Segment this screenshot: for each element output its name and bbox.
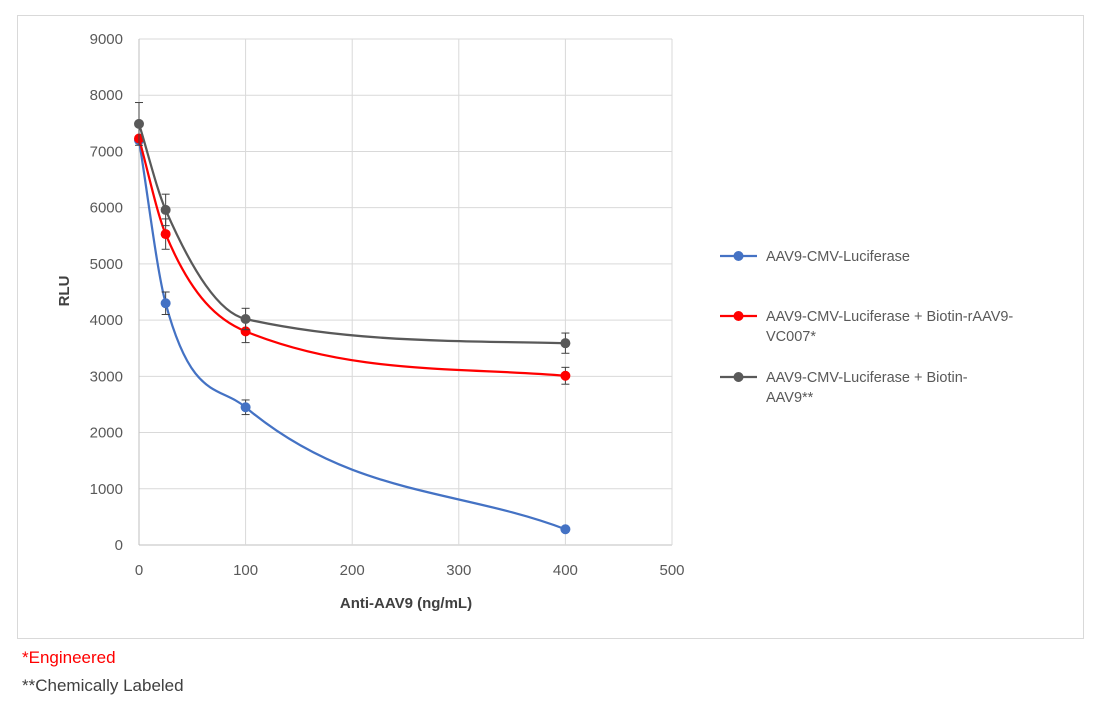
footnote-chemically-labeled: **Chemically Labeled xyxy=(22,676,184,695)
data-point xyxy=(160,204,171,215)
x-tick-label: 500 xyxy=(659,562,684,579)
legend-marker xyxy=(733,251,744,261)
legend-item-3: AAV9-CMV-Luciferase + Biotin- AAV9** xyxy=(720,370,968,406)
data-point xyxy=(560,524,571,535)
y-tick-label: 3000 xyxy=(90,368,123,385)
data-point xyxy=(240,402,251,413)
legend-label: AAV9-CMV-Luciferase + Biotin- xyxy=(766,370,968,386)
y-axis-title: RLU xyxy=(56,276,73,307)
tick-labels: 0 1000 2000 3000 4000 5000 6000 7000 8000 9000 0 10… xyxy=(90,31,685,579)
series-3 xyxy=(134,102,571,354)
x-tick-label: 200 xyxy=(340,562,365,579)
y-tick-label: 2000 xyxy=(90,425,123,442)
x-tick-label: 300 xyxy=(446,562,471,579)
data-point xyxy=(560,370,571,381)
y-tick-label: 4000 xyxy=(90,312,123,329)
y-tick-label: 6000 xyxy=(90,200,123,217)
legend-marker xyxy=(733,372,744,382)
footnote-engineered: *Engineered xyxy=(22,648,116,667)
gridlines xyxy=(138,38,673,546)
y-tick-label: 7000 xyxy=(90,143,123,160)
data-point xyxy=(160,298,171,309)
x-tick-label: 400 xyxy=(553,562,578,579)
y-tick-label: 0 xyxy=(115,537,123,554)
data-point xyxy=(160,229,171,240)
legend-label: VC007* xyxy=(766,329,816,345)
legend: AAV9-CMV-Luciferase AAV9-CMV-Luciferase +… xyxy=(720,249,1013,406)
x-tick-label: 0 xyxy=(135,562,143,579)
data-point xyxy=(134,118,144,129)
y-tick-label: 5000 xyxy=(90,256,123,273)
series-line xyxy=(137,140,566,531)
x-axis-title: Anti-AAV9 (ng/mL) xyxy=(340,595,472,612)
series-layer xyxy=(134,102,571,535)
legend-label: AAV9-CMV-Luciferase + Biotin-rAAV9- xyxy=(766,309,1013,325)
y-tick-label: 8000 xyxy=(90,87,123,104)
legend-item-2: AAV9-CMV-Luciferase + Biotin-rAAV9- VC007… xyxy=(720,309,1013,345)
y-tick-label: 1000 xyxy=(90,481,123,498)
y-tick-label: 9000 xyxy=(90,31,123,48)
data-point xyxy=(560,338,571,349)
data-point xyxy=(240,326,251,337)
data-point xyxy=(240,313,251,324)
x-tick-label: 100 xyxy=(233,562,258,579)
legend-marker xyxy=(733,311,744,321)
legend-item-1: AAV9-CMV-Luciferase xyxy=(720,249,910,265)
chart-area xyxy=(17,15,1084,639)
series-line xyxy=(137,123,566,345)
legend-label: AAV9** xyxy=(766,390,814,406)
series-line xyxy=(137,138,566,377)
legend-label: AAV9-CMV-Luciferase xyxy=(766,249,910,265)
